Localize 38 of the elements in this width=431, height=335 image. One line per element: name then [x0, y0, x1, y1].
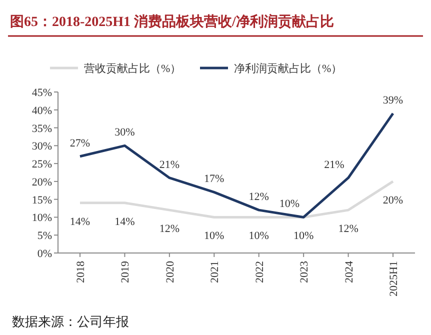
- chart-title: 图65：2018-2025H1 消费品板块营收/净利润贡献占比: [10, 13, 334, 30]
- data-label: 27%: [70, 137, 90, 150]
- x-tick-label: 2022: [254, 261, 266, 283]
- data-label: 12%: [159, 223, 180, 236]
- legend-label: 净利润贡献占比（%）: [234, 62, 342, 75]
- x-tick-label: 2018: [75, 260, 87, 283]
- data-label: 14%: [114, 216, 135, 228]
- y-tick-label: 30%: [32, 140, 52, 153]
- data-label: 10%: [293, 230, 314, 242]
- data-label: 10%: [279, 198, 300, 210]
- x-tick-label: 2020: [164, 260, 176, 283]
- data-label: 10%: [248, 230, 269, 242]
- y-tick-label: 35%: [32, 122, 52, 135]
- data-label: 12%: [248, 191, 269, 204]
- source-note: 数据来源：公司年报: [12, 314, 129, 329]
- y-tick-label: 15%: [32, 194, 52, 206]
- x-tick-label: 2019: [120, 260, 132, 283]
- data-label: 12%: [338, 223, 358, 236]
- data-label: 21%: [159, 158, 180, 171]
- data-label: 17%: [204, 173, 224, 186]
- data-label: 30%: [114, 126, 135, 139]
- data-label: 10%: [204, 230, 224, 242]
- x-tick-label: 2024: [343, 260, 356, 283]
- x-tick-label: 2025H1: [388, 261, 400, 296]
- data-label: 14%: [70, 216, 90, 228]
- y-tick-label: 40%: [32, 104, 52, 117]
- data-label: 39%: [382, 94, 404, 106]
- x-tick-label: 2021: [209, 261, 222, 283]
- legend-label: 营收贡献占比（%）: [84, 62, 182, 75]
- y-tick-label: 20%: [32, 176, 52, 188]
- data-label: 21%: [324, 158, 344, 171]
- y-tick-label: 0%: [37, 248, 52, 260]
- y-tick-label: 5%: [37, 230, 52, 242]
- y-tick-label: 25%: [32, 158, 52, 171]
- y-tick-label: 10%: [32, 212, 52, 224]
- x-tick-label: 2023: [298, 260, 311, 283]
- y-tick-label: 45%: [32, 87, 52, 99]
- data-label: 20%: [382, 194, 404, 206]
